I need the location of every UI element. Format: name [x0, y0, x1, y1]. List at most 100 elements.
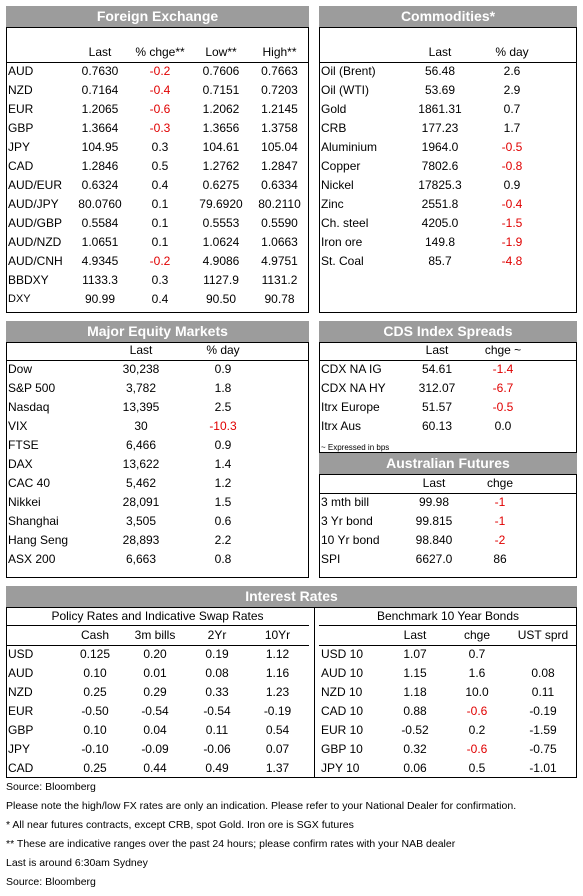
commodities-row-spacer — [549, 119, 577, 138]
bonds-row-value: -0.19 — [529, 704, 557, 718]
policy-row: JPY -0.10 -0.09 -0.06 0.07 — [6, 740, 309, 759]
equity-col-last: Last — [129, 343, 153, 357]
bonds-row-value: -0.75 — [529, 742, 557, 756]
fx-row-value: -0.4 — [149, 83, 171, 97]
equity-row-value: -10.3 — [209, 419, 237, 433]
policy-row-value: 0.19 — [205, 647, 229, 661]
fx-row-value: 0.6324 — [81, 178, 119, 192]
fx-row-label: JPY — [8, 140, 31, 154]
bonds-row-value: -0.6 — [466, 704, 488, 718]
equity-header: Major Equity Markets — [6, 321, 309, 342]
equity-row-spacer — [262, 398, 309, 417]
fx-row: NZD 0.7164 -0.4 0.7151 0.7203 — [6, 81, 309, 100]
futures-col-label — [319, 474, 399, 493]
fx-row: EUR 1.2065 -0.6 1.2062 1.2145 — [6, 100, 309, 119]
cds-row-value: -6.7 — [492, 381, 514, 395]
commodities-row-spacer — [549, 214, 577, 233]
bonds-row-value: -1.01 — [529, 761, 557, 775]
futures-row: SPI 6627.0 86 — [319, 550, 577, 569]
cds-row-value: 51.57 — [421, 400, 453, 414]
policy-row-value: 0.08 — [205, 666, 229, 680]
cds-row-value: 54.61 — [421, 362, 453, 376]
equity-row: S&P 500 3,782 1.8 — [6, 379, 309, 398]
equity-row-value: 30,238 — [122, 362, 160, 376]
equity-row-label: CAC 40 — [8, 476, 51, 490]
cds-row-spacer — [531, 379, 577, 398]
fx-row-value: 1.0651 — [81, 235, 119, 249]
equity-row: Hang Seng 28,893 2.2 — [6, 531, 309, 550]
equity-row: Nikkei 28,091 1.5 — [6, 493, 309, 512]
fx-row-label: AUD/GBP — [8, 216, 63, 230]
policy-row: AUD 0.10 0.01 0.08 1.16 — [6, 664, 309, 683]
commodities-row: Aluminium 1964.0 -0.5 — [319, 138, 577, 157]
commodities-row-spacer — [549, 195, 577, 214]
equity-panel — [6, 342, 309, 578]
equity-row-value: 30 — [134, 419, 148, 433]
equity-table: Last % day Dow 30,238 0.9 S&P 500 3,782 1.8 Na… — [6, 341, 309, 569]
bonds-row-value: 1.18 — [403, 685, 427, 699]
policy-row-value: 0.04 — [143, 723, 167, 737]
commodities-row-value: -4.8 — [501, 254, 523, 268]
fx-row-value: 1.2145 — [261, 102, 298, 116]
futures-header-rule — [319, 493, 577, 494]
equity-row-value: 2.2 — [214, 533, 232, 547]
commodities-row-spacer — [549, 176, 577, 195]
commodities-row: Iron ore 149.8 -1.9 — [319, 233, 577, 252]
fx-row-value: 1.2065 — [81, 102, 119, 116]
futures-row-spacer — [531, 512, 577, 531]
fx-row: DXY 90.99 0.4 90.50 90.78 — [6, 290, 309, 309]
policy-row-value: 0.10 — [83, 666, 107, 680]
cds-row-label: CDX NA IG — [321, 362, 382, 376]
commodities-row-value: 2551.8 — [421, 197, 459, 211]
fx-row-label: AUD — [8, 64, 34, 78]
commodities-row: St. Coal 85.7 -4.8 — [319, 252, 577, 271]
fx-col-last: Last — [88, 45, 112, 59]
equity-row-value: 13,395 — [122, 400, 160, 414]
equity-row: Nasdaq 13,395 2.5 — [6, 398, 309, 417]
fx-row-value: -0.2 — [149, 64, 171, 78]
fx-row-value: 0.4 — [151, 292, 169, 306]
bonds-row-value: 0.32 — [403, 742, 427, 756]
cds-row: Itrx Europe 51.57 -0.5 — [319, 398, 577, 417]
equity-row-value: 3,782 — [125, 381, 157, 395]
commodities-row-value: 2.9 — [503, 83, 521, 97]
futures-row-value: -1 — [494, 514, 506, 528]
fx-row: AUD/NZD 1.0651 0.1 1.0624 1.0663 — [6, 233, 309, 252]
commodities-row-value: 85.7 — [428, 254, 452, 268]
policy-row-value: 0.44 — [143, 761, 167, 775]
cds-row-label: Itrx Europe — [321, 400, 380, 414]
cds-row-spacer — [531, 417, 577, 436]
bonds-row-label: JPY 10 — [321, 761, 360, 775]
note-timing: Last is around 6:30am Sydney — [6, 857, 148, 869]
equity-row-value: 0.9 — [214, 362, 232, 376]
bonds-row-value: -1.59 — [529, 723, 557, 737]
policy-row: NZD 0.25 0.29 0.33 1.23 — [6, 683, 309, 702]
cds-col-last: Last — [425, 343, 449, 357]
equity-row-label: FTSE — [8, 438, 39, 452]
policy-row-label: JPY — [8, 742, 31, 756]
fx-row-label: BBDXY — [8, 273, 49, 287]
policy-row-value: 0.25 — [83, 685, 107, 699]
policy-row-value: 0.29 — [143, 685, 167, 699]
commodities-row-spacer — [549, 138, 577, 157]
policy-header-rule — [6, 645, 309, 646]
commodities-panel — [319, 27, 577, 313]
bonds-row: JPY 10 0.06 0.5 -1.01 — [319, 759, 577, 778]
commodities-row-label: CRB — [321, 121, 347, 135]
equity-row-value: 1.8 — [214, 381, 232, 395]
equity-row: CAC 40 5,462 1.2 — [6, 474, 309, 493]
fx-header: Foreign Exchange — [6, 6, 309, 27]
futures-col-chge: chge — [486, 476, 514, 490]
policy-row-label: USD — [8, 647, 34, 661]
bonds-row-value: 0.06 — [403, 761, 427, 775]
fx-row-value: 1.2062 — [202, 102, 240, 116]
rates-divider — [314, 607, 315, 778]
equity-row-value: 28,893 — [122, 533, 160, 547]
equity-row-label: Hang Seng — [8, 533, 69, 547]
bonds-row-value: 0.11 — [531, 685, 555, 699]
futures-row-label: SPI — [321, 552, 341, 566]
commodities-row-label: Ch. steel — [321, 216, 369, 230]
bonds-row-value: 10.0 — [465, 685, 489, 699]
fx-row-value: 1133.3 — [82, 273, 118, 287]
equity-row: FTSE 6,466 0.9 — [6, 436, 309, 455]
